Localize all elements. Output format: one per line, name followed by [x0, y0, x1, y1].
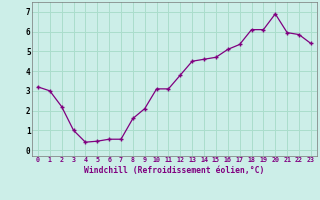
X-axis label: Windchill (Refroidissement éolien,°C): Windchill (Refroidissement éolien,°C): [84, 166, 265, 175]
